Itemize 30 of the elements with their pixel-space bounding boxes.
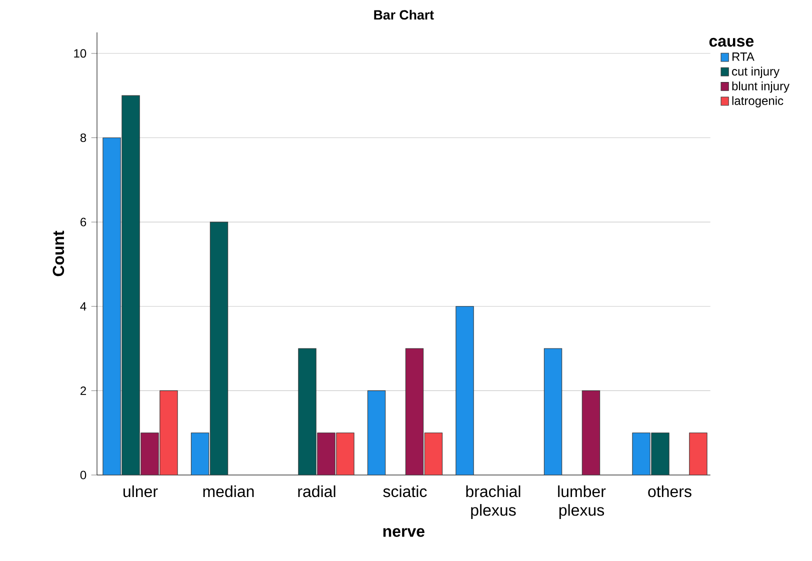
x-tick-label: lumber plexus <box>558 485 606 519</box>
x-tick-label: median <box>203 485 254 498</box>
x-tick-label: sciatic <box>383 485 427 498</box>
legend-label: cut injury <box>732 66 780 78</box>
bar <box>298 348 316 475</box>
y-tick-label: 6 <box>80 218 86 226</box>
bar <box>367 390 386 475</box>
y-tick-label: 2 <box>80 386 86 395</box>
legend-label: latrogenic <box>732 96 784 108</box>
bar <box>689 432 708 475</box>
bar <box>651 432 670 475</box>
x-tick-label: radial <box>298 485 336 498</box>
x-tick-label: others <box>648 485 692 498</box>
chart-title: Bar Chart <box>374 10 434 20</box>
y-tick-label: 10 <box>74 49 86 58</box>
legend-title: cause <box>709 38 754 47</box>
bar <box>582 390 600 475</box>
y-tick-label: 0 <box>80 470 86 480</box>
y-tick-label: 8 <box>80 133 86 142</box>
bar <box>122 95 140 475</box>
bar <box>544 348 562 475</box>
x-axis-title: nerve <box>383 528 424 537</box>
bar <box>210 222 228 475</box>
legend-label: blunt injury <box>732 81 790 93</box>
x-tick-label: brachial plexus <box>466 485 520 519</box>
y-axis-title: Count <box>52 230 64 276</box>
legend-label: RTA <box>732 52 754 61</box>
x-tick-label: ulner <box>124 485 158 498</box>
bar <box>456 306 474 475</box>
y-tick-label: 4 <box>80 302 86 310</box>
